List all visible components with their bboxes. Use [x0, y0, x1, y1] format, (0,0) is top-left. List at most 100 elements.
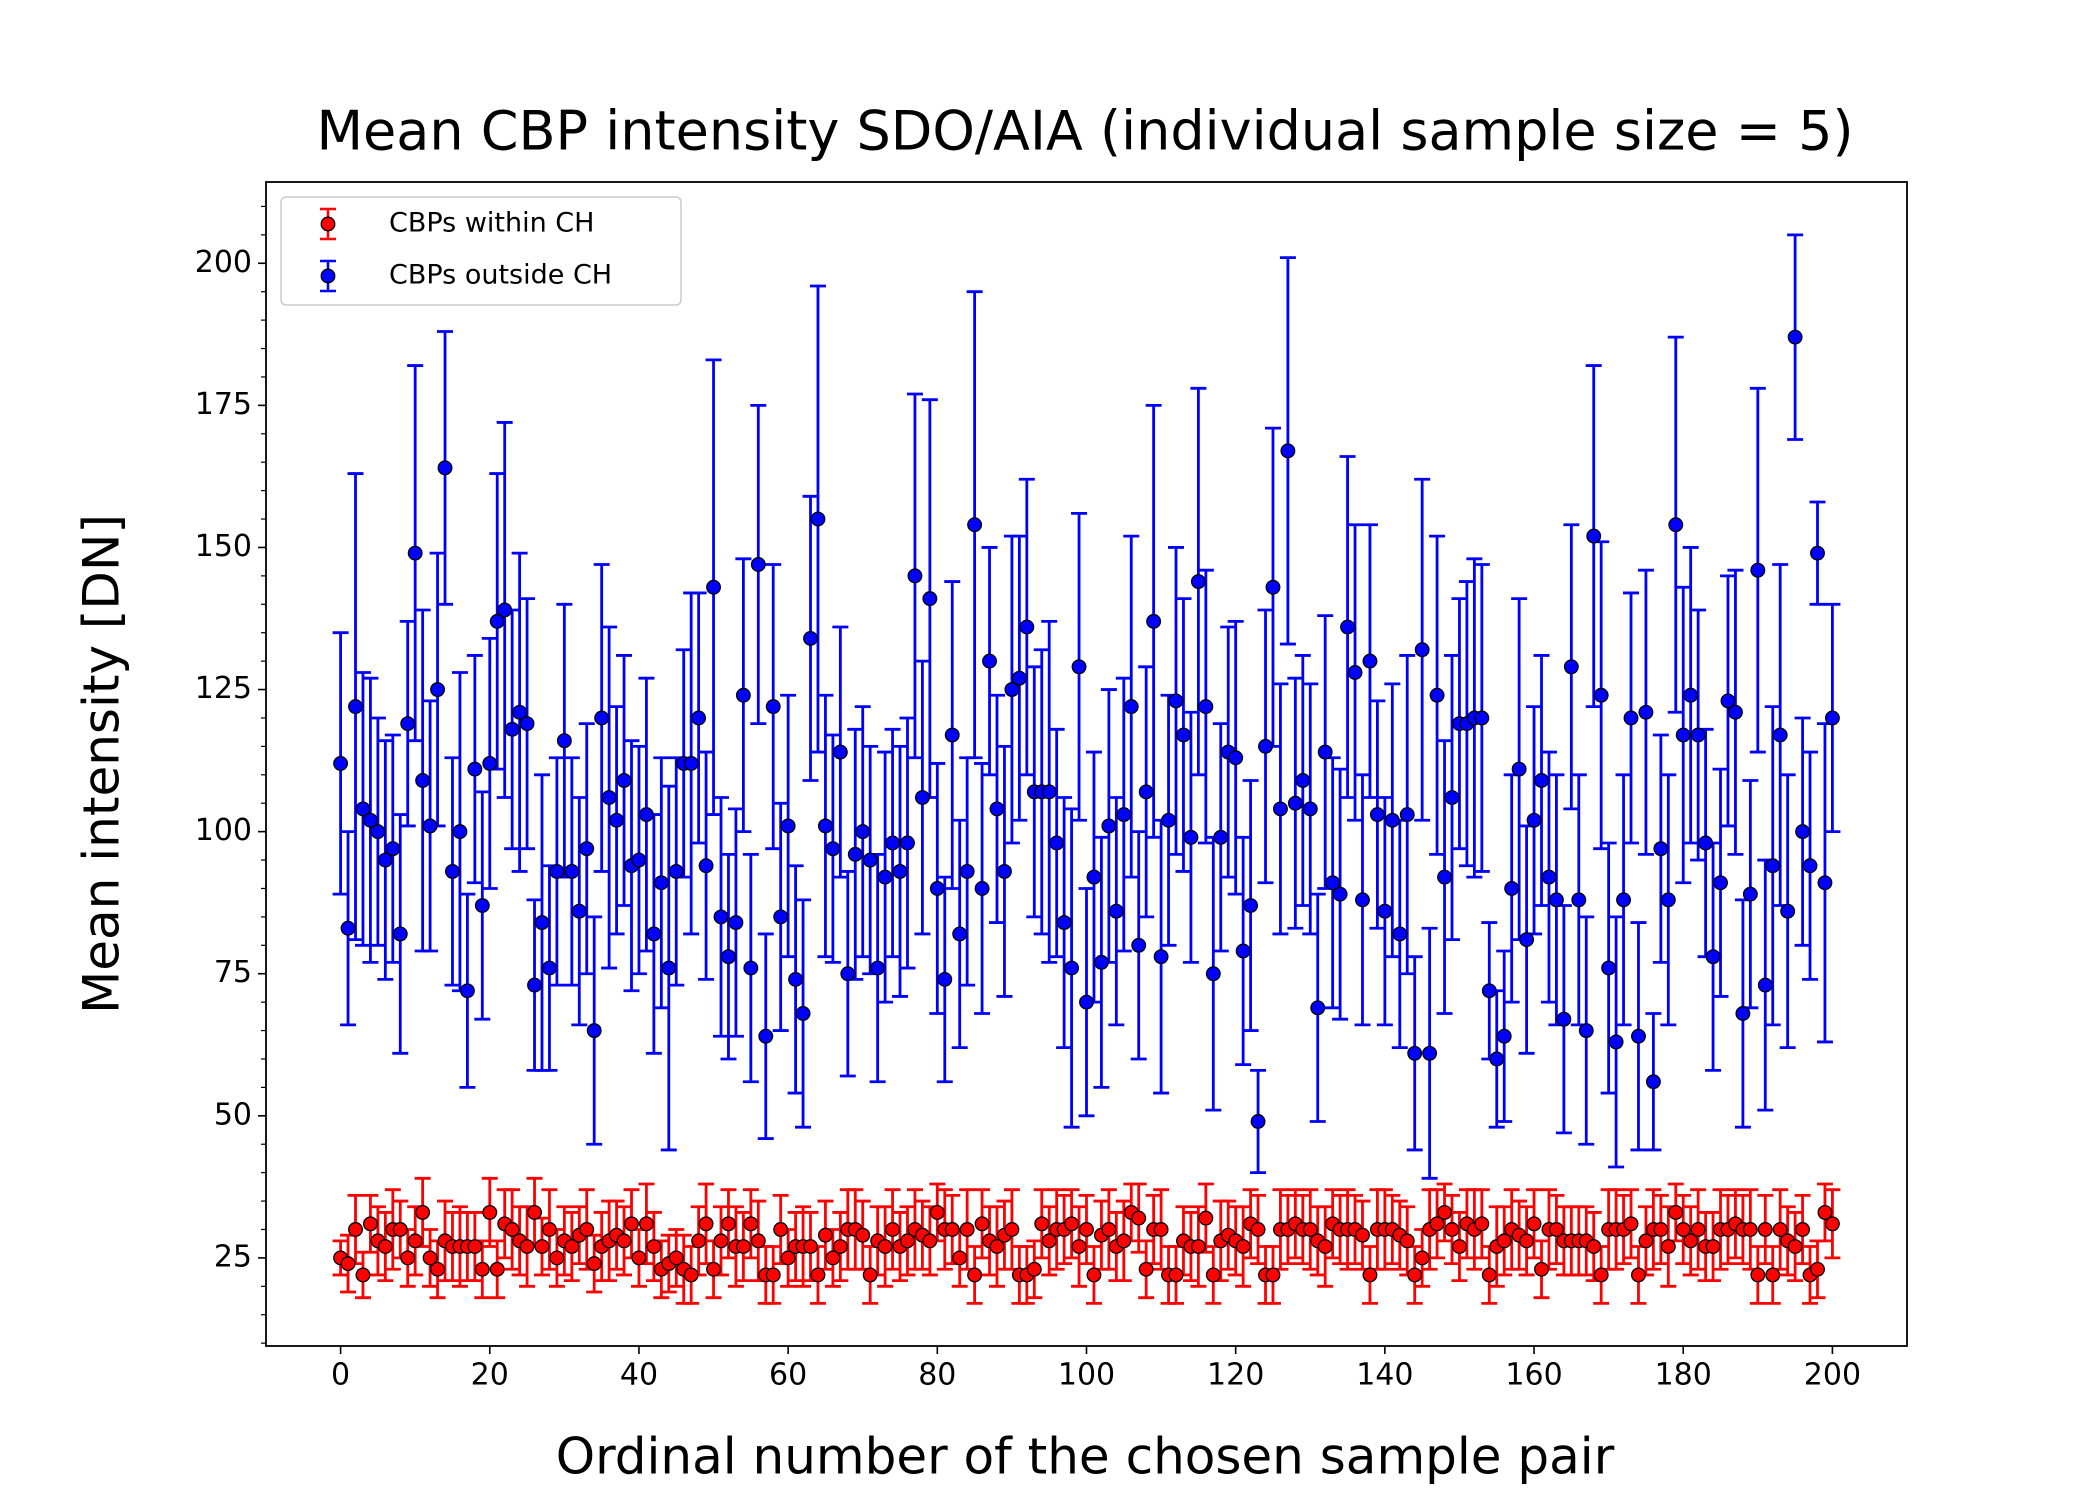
marker	[489, 1261, 505, 1277]
marker	[952, 1250, 968, 1266]
marker	[340, 1256, 356, 1272]
marker	[1213, 829, 1229, 845]
marker	[1683, 1233, 1699, 1249]
marker	[967, 1267, 983, 1283]
marker	[1086, 869, 1102, 885]
marker	[1384, 812, 1400, 828]
marker	[370, 824, 386, 840]
marker	[1727, 704, 1743, 720]
marker	[467, 1239, 483, 1254]
x-tick-label: 140	[1356, 1358, 1413, 1393]
marker	[564, 1239, 580, 1254]
marker	[929, 1204, 945, 1220]
marker	[571, 903, 587, 919]
marker	[1332, 886, 1348, 902]
marker	[1534, 773, 1549, 788]
marker	[780, 818, 796, 834]
marker	[900, 835, 915, 851]
marker	[1146, 613, 1162, 629]
marker	[1705, 949, 1721, 965]
x-tick-label: 100	[1058, 1358, 1115, 1393]
marker	[415, 1204, 431, 1220]
chart-title: Mean CBP intensity SDO/AIA (individual s…	[316, 100, 1853, 163]
marker	[1108, 903, 1124, 919]
marker	[1750, 1267, 1766, 1283]
marker	[1452, 1239, 1467, 1254]
marker	[989, 1239, 1005, 1254]
marker	[683, 755, 699, 771]
marker	[1429, 687, 1445, 703]
marker	[1780, 903, 1796, 919]
marker	[459, 983, 475, 999]
marker	[1653, 841, 1669, 857]
marker	[534, 915, 550, 931]
marker	[1049, 835, 1065, 851]
x-tick-label: 160	[1505, 1358, 1562, 1393]
marker	[1235, 943, 1251, 959]
legend-marker	[320, 216, 336, 232]
marker	[1444, 1222, 1460, 1237]
marker	[1138, 784, 1154, 800]
marker	[1705, 1239, 1721, 1254]
marker	[1287, 795, 1303, 811]
marker	[907, 568, 923, 584]
marker	[348, 699, 363, 715]
y-tick-label: 50	[214, 1097, 252, 1132]
marker	[1772, 1222, 1788, 1237]
marker	[1302, 1222, 1318, 1237]
marker	[1810, 545, 1825, 561]
marker	[765, 1267, 781, 1283]
marker	[1601, 960, 1617, 976]
marker	[1198, 1210, 1214, 1226]
marker	[1668, 1204, 1684, 1220]
marker	[1138, 1261, 1154, 1277]
marker	[1511, 761, 1527, 777]
marker	[1250, 1222, 1266, 1237]
marker	[1526, 812, 1542, 828]
marker	[743, 960, 759, 976]
marker	[1623, 1216, 1639, 1232]
marker	[1437, 1204, 1452, 1220]
marker	[1369, 807, 1385, 823]
marker	[512, 704, 528, 720]
marker	[795, 1006, 811, 1021]
marker	[810, 1267, 826, 1283]
marker	[914, 790, 930, 805]
y-tick-label: 175	[195, 387, 252, 422]
marker	[721, 949, 736, 965]
marker	[1631, 1267, 1646, 1283]
marker	[1593, 687, 1609, 703]
marker	[1265, 579, 1281, 595]
marker	[706, 579, 721, 595]
marker	[1496, 1028, 1512, 1044]
marker	[1556, 1011, 1572, 1027]
marker	[870, 960, 886, 976]
marker	[609, 812, 625, 828]
marker	[1116, 1233, 1132, 1249]
marker	[1504, 881, 1520, 896]
marker	[519, 716, 535, 732]
marker	[959, 863, 975, 879]
marker	[1608, 1034, 1624, 1050]
y-tick-label: 25	[214, 1239, 252, 1274]
marker	[1489, 1051, 1505, 1067]
marker	[1079, 994, 1094, 1010]
marker	[1131, 937, 1147, 953]
marker	[713, 909, 729, 925]
marker	[1787, 1239, 1803, 1254]
marker	[877, 869, 893, 885]
marker	[1690, 1222, 1706, 1237]
plot-frame	[265, 181, 1908, 1347]
marker	[750, 1233, 766, 1249]
marker	[1683, 687, 1699, 703]
marker	[422, 818, 438, 834]
marker	[803, 1239, 818, 1254]
marker	[1071, 659, 1087, 675]
marker	[355, 801, 371, 817]
marker	[646, 1239, 662, 1254]
marker	[1571, 892, 1587, 908]
marker	[803, 630, 818, 646]
marker	[1422, 1045, 1438, 1061]
y-tick-label: 150	[195, 529, 252, 564]
marker	[467, 761, 483, 777]
